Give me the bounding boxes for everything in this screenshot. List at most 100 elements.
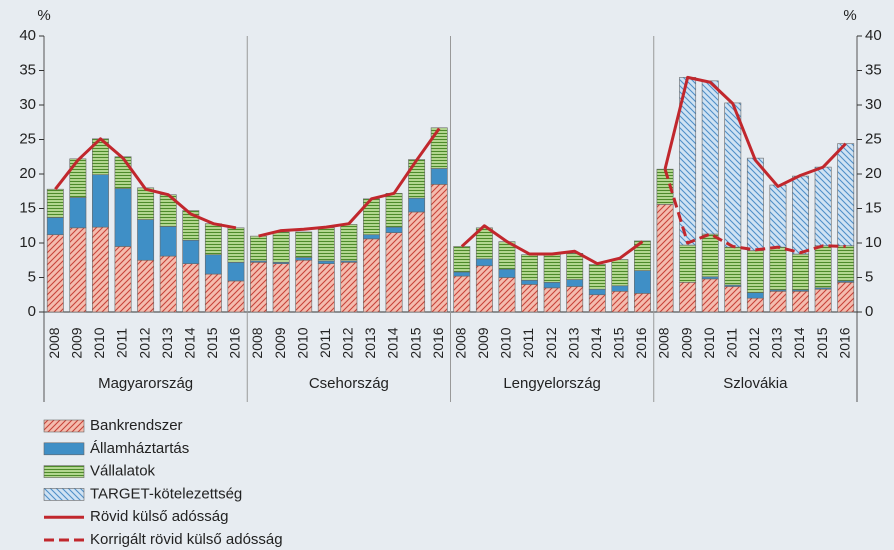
bar-segment: [543, 282, 561, 289]
bar-segment: [611, 259, 629, 287]
bar-segment: [408, 159, 426, 199]
line-series: [258, 127, 441, 238]
bar-segment: [159, 255, 177, 313]
y-tick-label: 10: [19, 234, 36, 251]
bar-segment: [837, 245, 855, 282]
bar-segment: [363, 234, 380, 240]
legend-swatch: [43, 465, 85, 478]
y-tick-label-right: 0: [865, 303, 873, 320]
bar-segment: [340, 262, 358, 313]
bar-segment: [746, 292, 764, 299]
bar-segment: [769, 290, 787, 313]
bar-segment: [46, 188, 64, 218]
x-tick-label: 2009: [475, 327, 491, 358]
bar-segment: [814, 245, 832, 289]
bar-segment: [114, 156, 132, 189]
bar-segment: [385, 232, 403, 313]
x-tick-label: 2010: [294, 327, 310, 358]
bar-segment: [137, 219, 155, 261]
y-tick-label-right: 25: [865, 130, 882, 147]
bar-segment: [837, 282, 855, 313]
bar-segment: [746, 157, 764, 251]
bar-segment: [792, 253, 809, 291]
x-tick-label: 2014: [588, 327, 604, 358]
bar-segment: [792, 290, 809, 313]
bar-segment: [272, 231, 290, 263]
bar-segment: [227, 280, 245, 313]
bar-segment: [250, 262, 267, 313]
bar-segment: [701, 278, 719, 313]
bar-segment: [430, 127, 448, 169]
bar-segment: [521, 254, 538, 281]
bar-segment: [566, 286, 584, 313]
x-tick-label: 2011: [723, 328, 739, 358]
bar-segment: [159, 226, 177, 257]
bar-segment: [724, 102, 742, 248]
y-tick-label: 35: [19, 61, 36, 78]
x-tick-label: 2014: [791, 327, 807, 358]
bar-segment: [182, 263, 200, 313]
bar-segment: [295, 231, 313, 258]
bar-segment: [204, 273, 222, 313]
x-tick-label: 2015: [814, 327, 830, 358]
x-tick-label: 2016: [836, 327, 852, 358]
bar-segment: [137, 187, 155, 220]
x-tick-label: 2013: [362, 327, 378, 358]
bar-segment: [137, 259, 155, 313]
x-tick-label: 2008: [249, 327, 265, 358]
legend-label: Vállalatok: [90, 463, 156, 480]
x-tick-label: 2012: [136, 327, 152, 358]
bar-segment: [746, 250, 764, 293]
bar-segment: [92, 174, 109, 228]
bar-segment: [634, 270, 651, 294]
bar-segment: [611, 290, 629, 313]
y-unit-left: %: [37, 7, 50, 24]
legend-label: Rövid külső adósság: [90, 508, 228, 525]
bar-segment: [204, 254, 222, 275]
bar-segment: [182, 239, 200, 265]
bar-segment: [814, 166, 832, 247]
bar-segment: [453, 271, 471, 277]
bar-segment: [588, 264, 606, 290]
bar-segment: [634, 293, 651, 313]
x-tick-label: 2015: [407, 327, 423, 358]
y-tick-label-right: 5: [865, 268, 873, 285]
x-tick-label: 2010: [701, 327, 717, 358]
bar-segment: [340, 224, 358, 262]
bar-segment: [724, 246, 742, 286]
x-tick-label: 2009: [678, 327, 694, 358]
legend-label: Bankrendszer: [90, 417, 183, 434]
bar-segment: [792, 175, 809, 255]
bar-segment: [701, 276, 719, 280]
x-tick-label: 2015: [611, 327, 627, 358]
bar-segment: [453, 275, 471, 313]
group-label: Szlovákia: [723, 375, 788, 392]
x-tick-label: 2013: [159, 327, 175, 358]
y-unit-right: %: [843, 7, 856, 24]
bar-segment: [317, 263, 335, 313]
x-tick-label: 2010: [91, 327, 107, 358]
bar-segment: [250, 235, 267, 262]
group-label: Magyarország: [98, 375, 193, 392]
bar-segment: [543, 287, 561, 313]
legend-swatch: [43, 488, 85, 501]
line-series: [460, 224, 644, 266]
bar-segment: [69, 227, 87, 313]
y-tick-label-right: 15: [865, 199, 882, 216]
bar-segment: [385, 193, 403, 228]
y-tick-label: 5: [28, 268, 36, 285]
bar-segment: [566, 279, 584, 287]
bar-segment: [611, 285, 629, 292]
y-tick-label: 15: [19, 199, 36, 216]
bar-segment: [114, 246, 132, 313]
x-tick-label: 2014: [181, 327, 197, 358]
bar-segment: [204, 223, 222, 256]
y-tick-label: 30: [19, 96, 36, 113]
bar-segment: [769, 184, 787, 248]
y-tick-label-right: 10: [865, 234, 882, 251]
group-label: Lengyelország: [503, 375, 601, 392]
line-series: [663, 168, 846, 255]
y-tick-label-right: 30: [865, 96, 882, 113]
bar-segment: [227, 227, 245, 263]
